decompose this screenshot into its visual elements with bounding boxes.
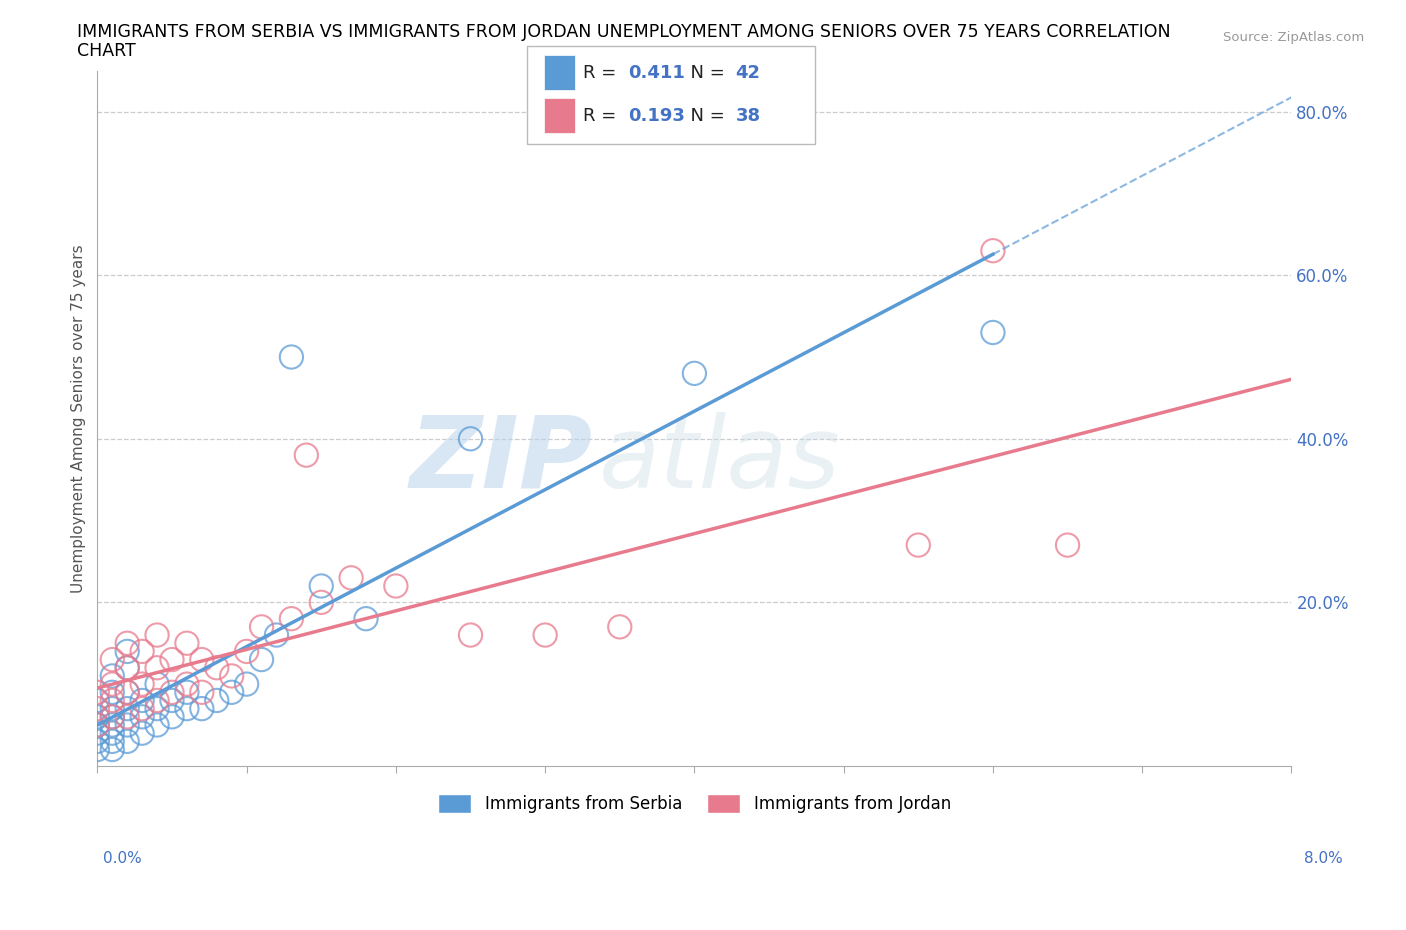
Point <box>115 644 138 658</box>
Point <box>101 734 124 749</box>
Point <box>176 701 198 716</box>
Point <box>146 718 169 733</box>
Point <box>309 595 332 610</box>
Point <box>86 742 108 757</box>
Point <box>101 742 124 757</box>
Point <box>280 611 302 626</box>
Point <box>354 611 377 626</box>
Text: 0.0%: 0.0% <box>103 851 142 866</box>
Point <box>221 684 243 699</box>
Point <box>385 578 408 593</box>
Legend: Immigrants from Serbia, Immigrants from Jordan: Immigrants from Serbia, Immigrants from … <box>432 788 957 820</box>
Point <box>176 684 198 699</box>
Text: IMMIGRANTS FROM SERBIA VS IMMIGRANTS FROM JORDAN UNEMPLOYMENT AMONG SENIORS OVER: IMMIGRANTS FROM SERBIA VS IMMIGRANTS FRO… <box>77 23 1171 41</box>
Point <box>460 432 482 446</box>
Point <box>295 447 318 462</box>
Text: 0.193: 0.193 <box>628 107 685 126</box>
Point <box>176 636 198 651</box>
Point <box>609 619 631 634</box>
Point <box>101 684 124 699</box>
Point <box>235 644 257 658</box>
Point <box>160 693 183 708</box>
Point <box>205 693 228 708</box>
Point <box>101 710 124 724</box>
Point <box>146 677 169 692</box>
Point <box>191 684 214 699</box>
Text: N =: N = <box>679 63 731 82</box>
Point <box>146 693 169 708</box>
Text: 8.0%: 8.0% <box>1303 851 1343 866</box>
Point <box>115 684 138 699</box>
Text: CHART: CHART <box>77 42 136 60</box>
Point <box>115 718 138 733</box>
Text: R =: R = <box>583 63 623 82</box>
Text: ZIP: ZIP <box>411 412 593 509</box>
Point <box>115 701 138 716</box>
Point <box>266 628 288 643</box>
Point <box>86 718 108 733</box>
Point <box>86 710 108 724</box>
Point <box>221 669 243 684</box>
Point <box>146 701 169 716</box>
Point <box>115 660 138 675</box>
Point <box>101 669 124 684</box>
Point <box>115 710 138 724</box>
Text: atlas: atlas <box>599 412 841 509</box>
Point <box>115 636 138 651</box>
Text: 38: 38 <box>735 107 761 126</box>
Point <box>340 570 363 585</box>
Point <box>160 684 183 699</box>
Point <box>115 684 138 699</box>
Point <box>101 701 124 716</box>
Point <box>101 725 124 740</box>
Point <box>131 725 153 740</box>
Text: R =: R = <box>583 107 623 126</box>
Point <box>86 725 108 740</box>
Point <box>86 693 108 708</box>
Point <box>981 244 1004 259</box>
Point <box>191 701 214 716</box>
Text: N =: N = <box>679 107 731 126</box>
Point <box>146 628 169 643</box>
Point <box>534 628 557 643</box>
Point <box>131 644 153 658</box>
Point <box>131 677 153 692</box>
Point <box>250 652 273 667</box>
Point <box>86 734 108 749</box>
Point <box>160 652 183 667</box>
Point <box>235 677 257 692</box>
Point <box>191 652 214 667</box>
Point <box>280 350 302 365</box>
Point <box>101 693 124 708</box>
Point <box>131 693 153 708</box>
Text: 42: 42 <box>735 63 761 82</box>
Point <box>309 578 332 593</box>
Point <box>86 684 108 699</box>
Point <box>101 652 124 667</box>
Point <box>250 619 273 634</box>
Y-axis label: Unemployment Among Seniors over 75 years: Unemployment Among Seniors over 75 years <box>72 244 86 592</box>
Point <box>86 701 108 716</box>
Point <box>981 326 1004 340</box>
Point <box>176 677 198 692</box>
Point <box>131 701 153 716</box>
Point <box>131 710 153 724</box>
Point <box>115 734 138 749</box>
Point <box>460 628 482 643</box>
Point <box>907 538 929 552</box>
Point <box>205 660 228 675</box>
Point <box>101 710 124 724</box>
Point <box>115 660 138 675</box>
Point <box>101 718 124 733</box>
Point <box>160 710 183 724</box>
Point <box>101 677 124 692</box>
Point <box>1056 538 1078 552</box>
Point <box>146 660 169 675</box>
Point <box>683 365 706 380</box>
Point <box>86 718 108 733</box>
Text: Source: ZipAtlas.com: Source: ZipAtlas.com <box>1223 31 1364 44</box>
Text: 0.411: 0.411 <box>628 63 685 82</box>
